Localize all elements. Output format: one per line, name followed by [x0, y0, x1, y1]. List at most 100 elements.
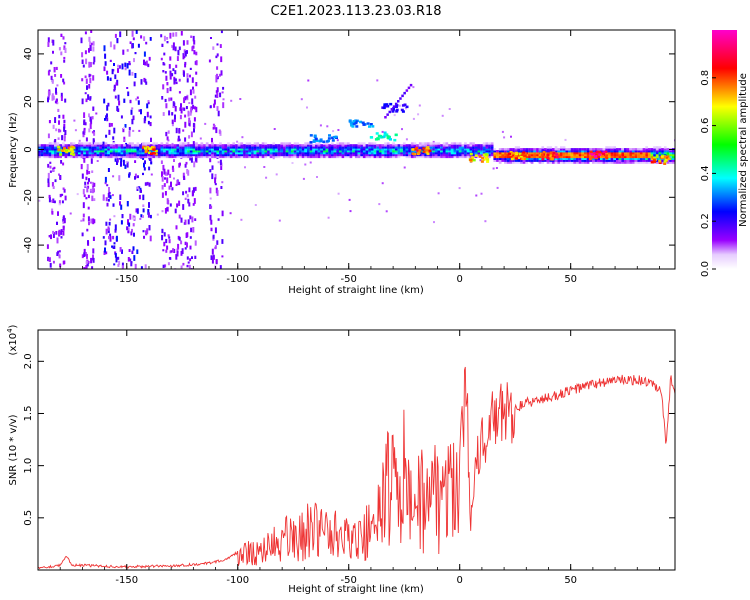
spectrogram-cell — [429, 153, 433, 157]
spectrogram-feature — [148, 151, 151, 154]
spectrogram-cell — [671, 153, 675, 157]
spectrogram-feature — [403, 103, 407, 106]
spectrogram-cell — [82, 64, 85, 68]
spectrogram-cell — [96, 153, 100, 157]
spectrogram-cell — [128, 150, 132, 153]
spectrogram-cell — [584, 161, 587, 164]
spectrogram-cell — [448, 144, 451, 147]
spectrogram-cell — [450, 150, 454, 153]
spectrogram-cell — [118, 260, 121, 265]
spectrogram-cell — [552, 153, 555, 157]
spectrogram-cell — [472, 144, 475, 147]
spectrogram-cell — [245, 146, 249, 149]
spectrogram-cell — [128, 153, 132, 157]
spectrogram-cell — [517, 148, 521, 151]
spectrogram-feature — [555, 156, 559, 159]
spectrogram-cell — [148, 182, 151, 187]
spectrogram-feature — [469, 158, 473, 162]
spectrogram-cell — [59, 148, 62, 151]
spectrogram-cell — [629, 155, 632, 159]
spectrogram-cell — [432, 153, 435, 157]
spectrogram-cell — [560, 157, 563, 160]
spectrogram-cell — [482, 142, 486, 145]
spectrogram-feature — [667, 157, 671, 160]
spectrogram-cell — [442, 150, 446, 153]
spectrogram-cell — [307, 151, 310, 155]
spectrogram-cell — [631, 153, 635, 157]
spectrogram-cell — [474, 146, 478, 149]
spectrogram-cell — [88, 178, 90, 182]
spectrogram-cell — [80, 151, 84, 155]
spectrogram-cell — [626, 150, 630, 153]
spectrogram-cell — [333, 148, 337, 151]
spectrogram-cell — [362, 144, 366, 147]
spectrogram-cell — [186, 194, 189, 198]
spectrogram-cell — [661, 151, 664, 155]
spectrogram-cell — [178, 236, 181, 241]
spectrogram-cell — [407, 86, 411, 90]
spectrogram-cell — [166, 198, 169, 204]
spectrogram-cell — [309, 151, 313, 155]
spectrogram-cell — [624, 150, 627, 153]
spectrogram-cell — [182, 40, 185, 46]
spectrogram-feature — [382, 106, 386, 110]
spectrogram-cell — [81, 173, 84, 179]
spectrogram-cell — [616, 153, 619, 157]
spectrogram-cell — [309, 148, 313, 151]
spectrogram-cell — [253, 142, 257, 145]
spectrogram-cell — [59, 129, 62, 133]
spectrogram-cell — [147, 101, 150, 105]
spectrogram-cell — [142, 172, 144, 176]
spectrogram-cell — [536, 150, 539, 153]
spectrogram-cell — [141, 148, 145, 151]
spectrogram-cell — [166, 82, 169, 86]
spectrogram-cell — [161, 43, 164, 47]
spectrogram-cell — [186, 50, 188, 54]
spectrogram-cell — [501, 150, 505, 153]
spectrogram-cell — [49, 262, 52, 268]
spectrogram-cell — [88, 73, 91, 78]
spectrogram-cell — [133, 232, 135, 237]
spectrogram-cell — [80, 144, 84, 147]
spectrogram-cell — [525, 151, 529, 155]
spectrogram-cell — [58, 128, 60, 133]
spectrogram-cell — [102, 194, 105, 200]
spectrogram-cell — [67, 144, 70, 147]
spectrogram-cell — [139, 148, 142, 151]
spectrogram-cell — [163, 151, 166, 155]
spectrogram-cell — [126, 201, 129, 207]
spectrogram-cell — [188, 117, 191, 124]
spectrogram-cell — [269, 144, 273, 147]
spectrogram-cell — [578, 157, 582, 160]
spectrogram-cell — [554, 151, 558, 155]
spectrogram-cell — [592, 148, 595, 151]
spectrogram-cell — [121, 265, 124, 269]
spectrogram-cell — [647, 161, 651, 164]
spectrogram-cell — [384, 148, 387, 151]
spectrogram-cell — [227, 150, 230, 153]
spectrogram-cell — [180, 251, 183, 256]
spectrogram-cell — [224, 155, 228, 159]
spectrogram-cell — [51, 150, 54, 153]
spectrogram-cell — [469, 148, 473, 151]
spectrogram-cell — [354, 153, 358, 157]
spectrogram-cell — [217, 218, 220, 221]
spectrogram-cell — [152, 142, 156, 145]
spectrogram-cell — [157, 148, 161, 151]
spectrogram-cell — [177, 138, 180, 142]
spectrogram-cell — [83, 148, 86, 151]
spectrogram-feature — [517, 156, 521, 160]
spectrogram-cell — [381, 155, 385, 159]
spectrogram-cell — [141, 155, 145, 159]
spectrogram-cell — [349, 155, 353, 159]
spectrogram-cell — [131, 118, 134, 125]
spectrogram-cell — [264, 153, 268, 157]
spectrogram-cell — [482, 150, 486, 153]
spectrogram-cell — [134, 176, 136, 180]
spectrogram-cell — [176, 251, 179, 254]
spectrogram-cell — [148, 202, 150, 208]
spectrogram-cell — [60, 33, 63, 37]
spectrogram-cell — [402, 144, 406, 147]
spectrogram-cell — [560, 150, 563, 153]
spectrogram-cell — [288, 150, 292, 153]
